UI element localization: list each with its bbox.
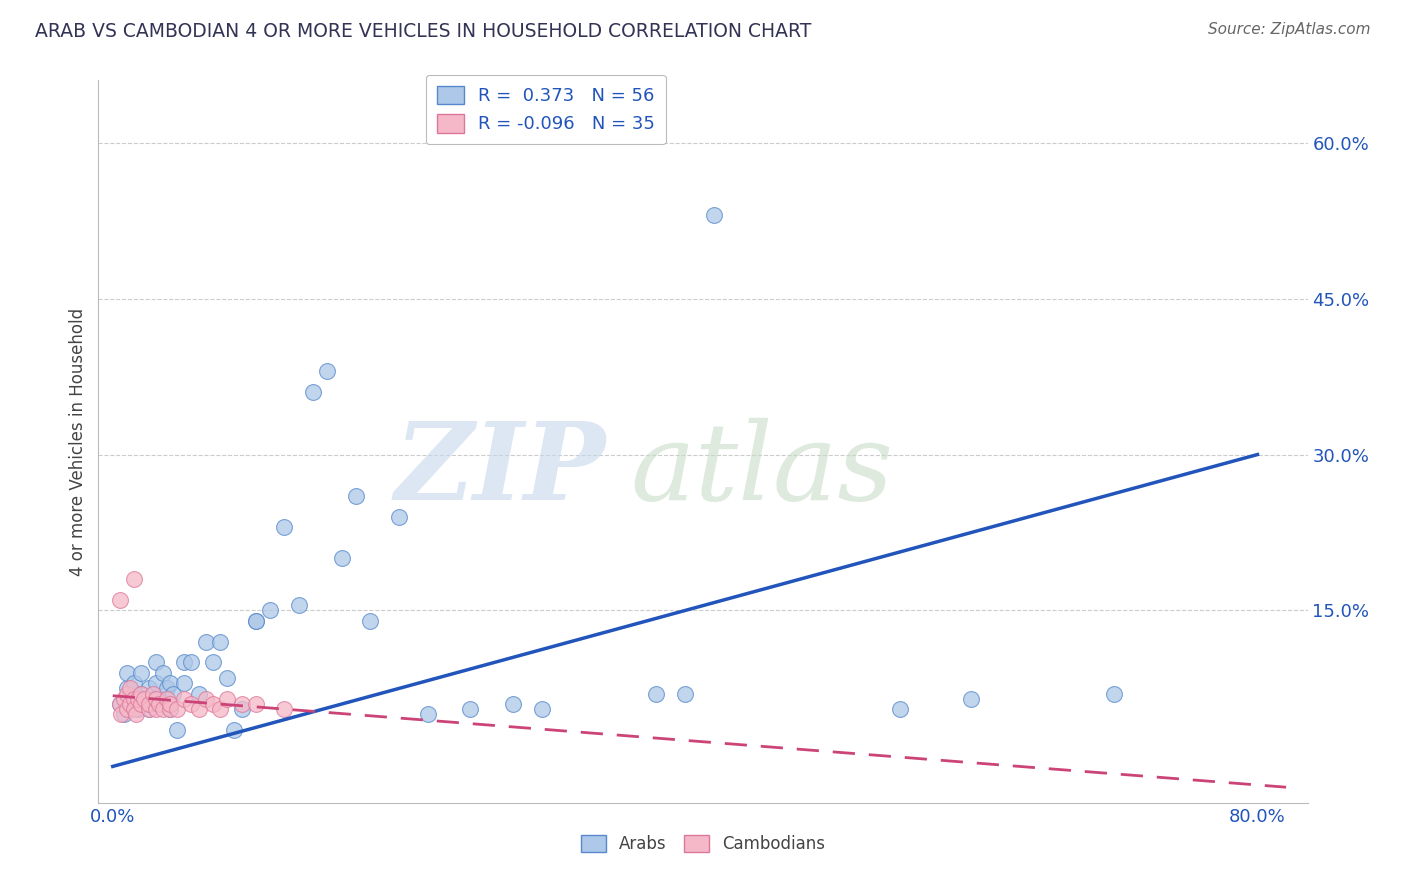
Point (145, 656, 167, 670)
Point (194, 691, 217, 706)
Point (273, 702, 295, 716)
Point (131, 687, 153, 701)
Point (316, 364, 339, 378)
Y-axis label: 4 or more Vehicles in Household: 4 or more Vehicles in Household (69, 308, 87, 575)
Point (159, 676, 181, 690)
Point (889, 702, 911, 716)
Point (122, 676, 145, 690)
Point (173, 656, 195, 670)
Point (231, 702, 253, 716)
Point (152, 665, 174, 680)
Point (124, 691, 146, 706)
Point (115, 687, 138, 701)
Point (124, 707, 146, 722)
Point (173, 691, 195, 706)
Point (138, 702, 160, 716)
Point (159, 697, 181, 711)
Point (108, 593, 131, 607)
Point (502, 697, 524, 711)
Point (960, 691, 983, 706)
Point (330, 551, 353, 566)
Point (287, 599, 309, 613)
Text: ARAB VS CAMBODIAN 4 OR MORE VEHICLES IN HOUSEHOLD CORRELATION CHART: ARAB VS CAMBODIAN 4 OR MORE VEHICLES IN … (35, 22, 811, 41)
Point (673, 687, 696, 701)
Point (201, 697, 224, 711)
Point (131, 665, 153, 680)
Point (645, 687, 668, 701)
Point (112, 691, 135, 706)
Point (134, 691, 156, 706)
Point (180, 656, 202, 670)
Point (359, 614, 381, 628)
Point (531, 702, 554, 716)
Point (231, 697, 253, 711)
Point (194, 634, 217, 648)
Point (245, 614, 267, 628)
Point (416, 707, 439, 722)
Text: Source: ZipAtlas.com: Source: ZipAtlas.com (1208, 22, 1371, 37)
Point (112, 707, 135, 722)
Point (122, 702, 145, 716)
Point (159, 702, 181, 716)
Point (302, 385, 325, 400)
Point (118, 697, 141, 711)
Point (259, 603, 281, 617)
Point (166, 702, 188, 716)
Point (138, 702, 160, 716)
Point (127, 702, 149, 716)
Point (108, 697, 131, 711)
Point (145, 676, 167, 690)
Point (388, 509, 411, 524)
Legend: Arabs, Cambodians: Arabs, Cambodians (575, 828, 831, 860)
Point (138, 697, 160, 711)
Point (245, 614, 267, 628)
Point (156, 681, 179, 696)
Text: ZIP: ZIP (395, 417, 606, 524)
Point (148, 697, 170, 711)
Point (152, 702, 174, 716)
Point (138, 681, 160, 696)
Point (156, 691, 179, 706)
Point (187, 687, 209, 701)
Point (224, 723, 246, 737)
Point (142, 687, 165, 701)
Point (217, 671, 239, 685)
Point (152, 691, 174, 706)
Point (201, 656, 224, 670)
Point (703, 209, 725, 223)
Point (273, 520, 295, 534)
Point (122, 687, 145, 701)
Point (209, 702, 232, 716)
Point (110, 707, 132, 722)
Point (148, 697, 170, 711)
Point (209, 634, 232, 648)
Point (115, 702, 138, 716)
Point (118, 681, 141, 696)
Point (162, 687, 184, 701)
Point (122, 572, 145, 586)
Point (245, 697, 267, 711)
Point (115, 665, 138, 680)
Point (166, 723, 188, 737)
Point (180, 697, 202, 711)
Point (122, 691, 145, 706)
Point (173, 676, 195, 690)
Point (159, 702, 181, 716)
Point (108, 697, 131, 711)
Point (131, 697, 153, 711)
Text: atlas: atlas (630, 417, 893, 523)
Point (460, 702, 482, 716)
Point (217, 691, 239, 706)
Point (131, 687, 153, 701)
Point (187, 702, 209, 716)
Point (127, 691, 149, 706)
Point (118, 697, 141, 711)
Point (145, 691, 167, 706)
Point (115, 681, 138, 696)
Point (134, 697, 156, 711)
Point (1104, 687, 1126, 701)
Point (145, 702, 167, 716)
Point (142, 691, 165, 706)
Point (344, 489, 367, 503)
